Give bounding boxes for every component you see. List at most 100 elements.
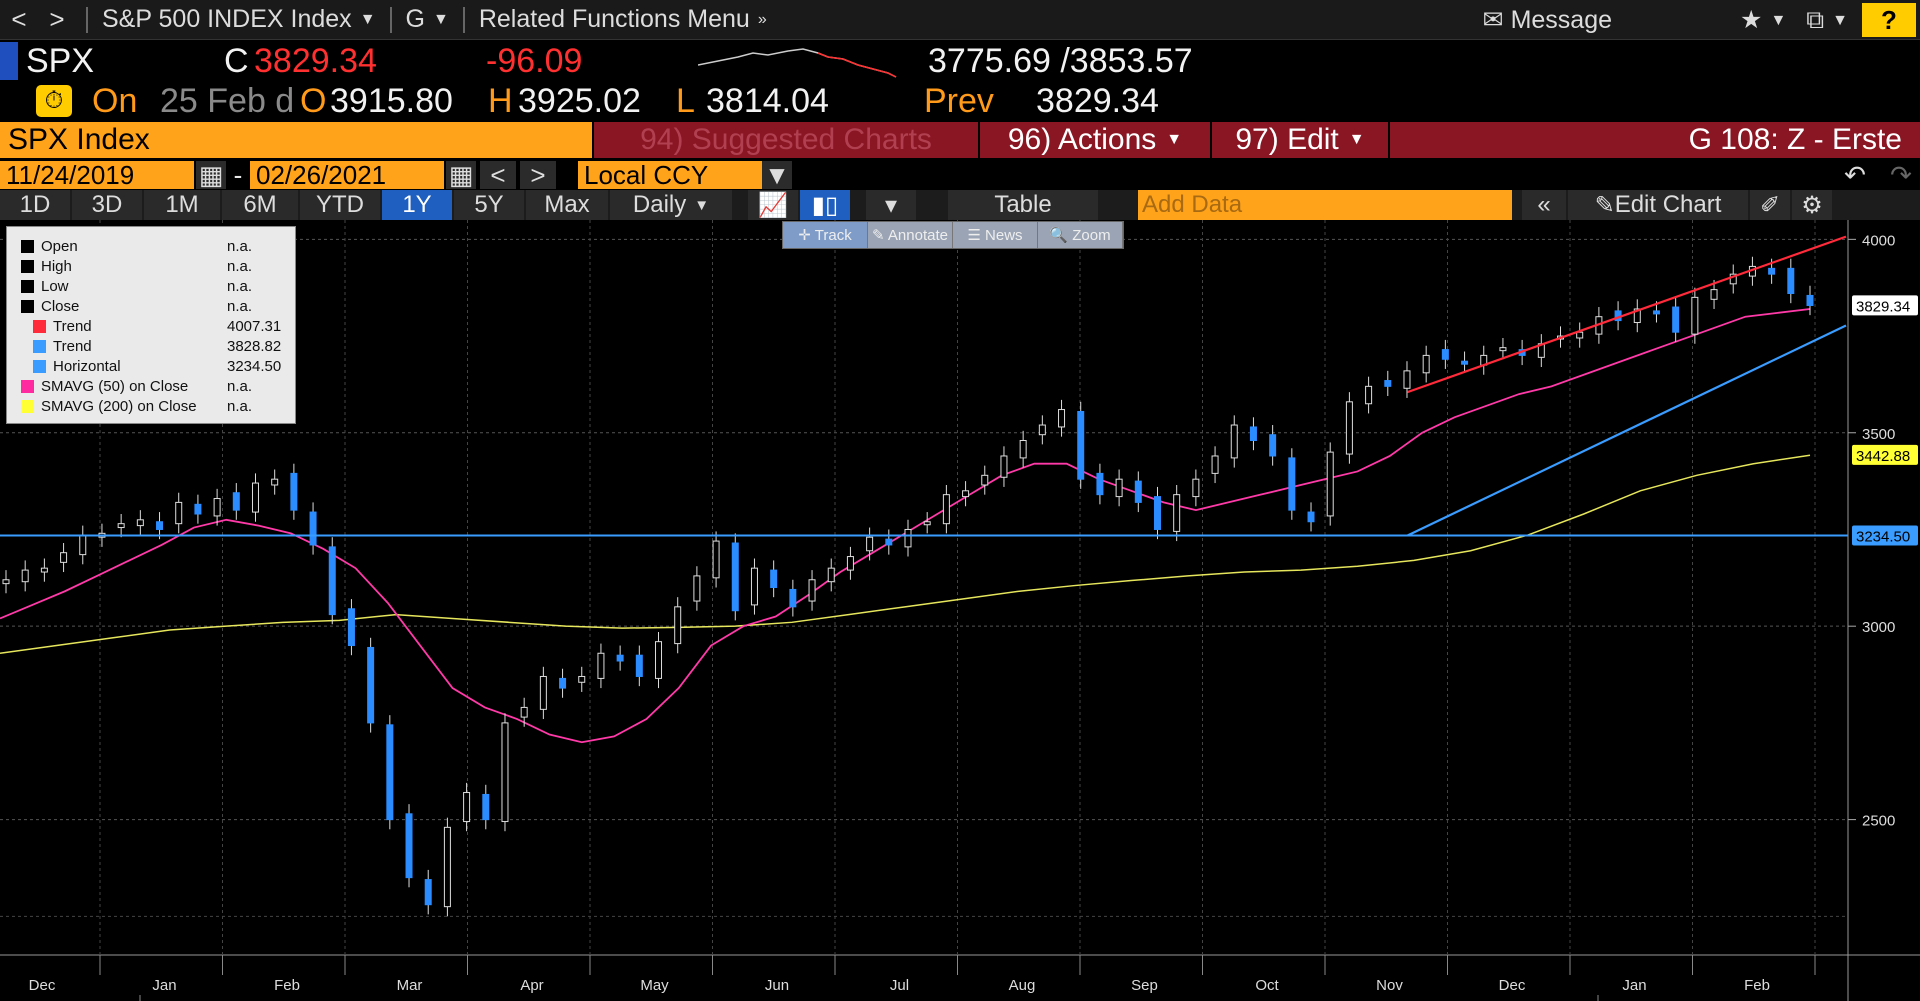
back-icon[interactable]: <	[11, 4, 27, 34]
legend-swatch	[21, 260, 34, 273]
candle-body	[309, 511, 317, 546]
edit-menu[interactable]: 97) Edit ▼	[1212, 122, 1388, 158]
undo-icon[interactable]: ↶	[1837, 160, 1873, 190]
period-button-3d[interactable]: 3D	[72, 190, 142, 220]
legend-item[interactable]: High n.a.	[7, 257, 295, 277]
period-button-ytd[interactable]: YTD	[300, 190, 380, 220]
mail-icon: ✉	[1482, 6, 1504, 34]
period-button-6m[interactable]: 6M	[222, 190, 298, 220]
period-button-1y[interactable]: 1Y	[382, 190, 452, 220]
candle-body	[750, 567, 758, 606]
help-button[interactable]: ?	[1862, 3, 1916, 37]
candle-body	[290, 472, 298, 511]
candle-body	[213, 498, 221, 517]
candle-body	[635, 654, 643, 677]
legend-item[interactable]: Horizontal 3234.50	[7, 357, 295, 377]
legend-item[interactable]: SMAVG (50) on Close n.a.	[7, 377, 295, 397]
message-button[interactable]: ✉ Message	[1479, 5, 1616, 35]
period-button-max[interactable]: Max	[526, 190, 608, 220]
collapse-icon[interactable]: «	[1522, 190, 1566, 220]
end-date-field[interactable]: 02/26/2021	[250, 160, 444, 190]
x-tick-label: Feb	[274, 977, 300, 994]
suggested-charts-button[interactable]: 94) Suggested Charts	[594, 122, 978, 158]
candle-body	[693, 575, 701, 602]
candle-body	[962, 490, 970, 498]
chevron-down-icon[interactable]: ▼	[762, 160, 792, 190]
legend-swatch	[21, 380, 34, 393]
period-button-1d[interactable]: 1D	[0, 190, 70, 220]
candlestick-icon[interactable]: ▮▯	[800, 190, 850, 220]
index-title: SPX Index	[0, 122, 592, 158]
candle-body	[616, 654, 624, 662]
candle-body	[175, 501, 183, 525]
top-bar: < > S&P 500 INDEX Index ▼ G ▼ Related Func…	[0, 0, 1920, 40]
period-button-1m[interactable]: 1M	[144, 190, 220, 220]
legend-value: n.a.	[227, 378, 253, 395]
legend-swatch	[33, 320, 46, 333]
candle-body	[846, 556, 854, 571]
frequency-selector[interactable]: Daily ▼	[610, 190, 732, 220]
last-price: 3829.34	[254, 41, 377, 80]
x-tick-label: Jun	[765, 977, 789, 994]
calendar-icon[interactable]: ▦	[446, 160, 476, 190]
window-icon[interactable]: ⧉ ▼	[1806, 5, 1848, 34]
x-tick-label: Jul	[890, 977, 909, 994]
x-tick-label: Dec	[29, 977, 56, 994]
candle-body	[1461, 360, 1469, 365]
start-date-field[interactable]: 11/24/2019	[0, 160, 194, 190]
candle-body	[1768, 267, 1776, 275]
price-change: -96.09	[486, 41, 583, 80]
candle-body	[1710, 289, 1718, 300]
candle-body	[520, 706, 528, 718]
legend-item[interactable]: Trend 3828.82	[7, 337, 295, 357]
legend-item[interactable]: Close n.a.	[7, 297, 295, 317]
tool-track[interactable]: ✛ Track	[783, 222, 868, 248]
candle-body	[578, 675, 586, 683]
table-button[interactable]: Table	[948, 190, 1098, 220]
line-chart-icon[interactable]: 📈	[748, 190, 798, 220]
related-functions-menu[interactable]: Related Functions Menu »	[475, 5, 771, 34]
security-selector[interactable]: S&P 500 INDEX Index ▼	[98, 5, 380, 34]
legend-item[interactable]: SMAVG (200) on Close n.a.	[7, 397, 295, 417]
redo-icon[interactable]: ↷	[1883, 160, 1919, 190]
previous-period-button[interactable]: <	[480, 160, 516, 190]
date-range-row: 11/24/2019 ▦ - 02/26/2021 ▦ < > Local CC…	[0, 160, 1920, 190]
candle-body	[21, 569, 29, 583]
tool-zoom[interactable]: 🔍 Zoom	[1038, 222, 1123, 248]
candle-body	[405, 813, 413, 879]
settings-edit-icon[interactable]: ✐	[1750, 190, 1790, 220]
tool-annotate[interactable]: ✎ Annotate	[868, 222, 953, 248]
price-badge-label: 3829.34	[1856, 298, 1910, 315]
legend-value: n.a.	[227, 278, 253, 295]
period-toolbar: 1D 3D 1M 6M YTD 1Y 5Y Max Daily ▼ 📈 ▮▯ ▾ Table A…	[0, 190, 1920, 220]
candle-body	[770, 569, 778, 588]
favorites-star-icon[interactable]: ★ ▼	[1740, 6, 1787, 34]
currency-selector[interactable]: Local CCY	[578, 160, 762, 190]
price-badge	[1852, 444, 1918, 465]
candle-body	[60, 552, 68, 563]
actions-menu[interactable]: 96) Actions ▼	[980, 122, 1210, 158]
add-data-input[interactable]: Add Data	[1138, 190, 1512, 220]
candle-body	[1230, 424, 1238, 459]
candle-body	[1806, 294, 1814, 306]
x-tick-label: Aug	[1009, 977, 1036, 994]
forward-icon[interactable]: >	[49, 4, 65, 34]
calendar-icon[interactable]: ▦	[196, 160, 226, 190]
legend-item[interactable]: Open n.a.	[7, 237, 295, 257]
candle-body	[597, 652, 605, 679]
clock-icon[interactable]: ⏱	[36, 85, 72, 117]
legend-item[interactable]: Trend 4007.31	[7, 317, 295, 337]
chevron-down-icon: ▼	[1348, 131, 1365, 148]
price-badge	[1852, 525, 1918, 546]
next-period-button[interactable]: >	[520, 160, 556, 190]
chevron-down-icon[interactable]: ▾	[866, 190, 916, 220]
function-selector[interactable]: G ▼	[402, 5, 453, 34]
gear-icon[interactable]: ⚙	[1792, 190, 1832, 220]
trend-line-upper	[1407, 235, 1847, 394]
period-button-5y[interactable]: 5Y	[454, 190, 524, 220]
tool-news[interactable]: ☰ News	[953, 222, 1038, 248]
candle-body	[156, 521, 164, 530]
legend-item[interactable]: Low n.a.	[7, 277, 295, 297]
candle-body	[789, 588, 797, 608]
edit-chart-button[interactable]: ✎ Edit Chart	[1568, 190, 1748, 220]
